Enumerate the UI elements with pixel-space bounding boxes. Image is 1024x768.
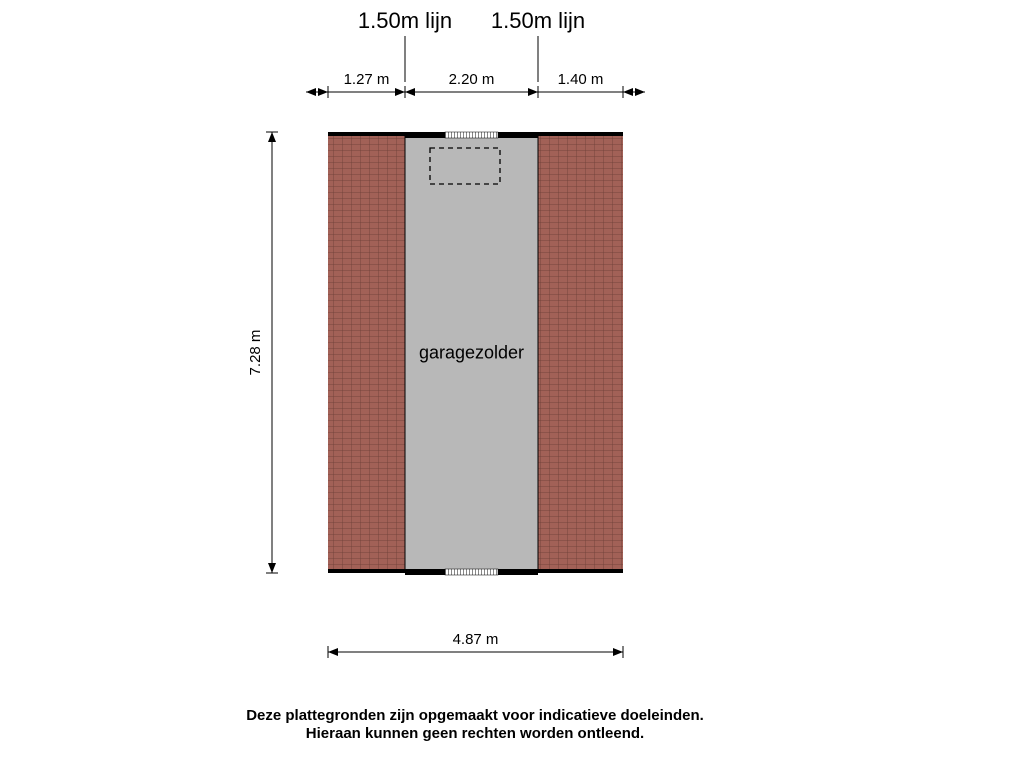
plan: garagezolder (328, 132, 623, 575)
dimension-label: 2.20 m (449, 71, 495, 88)
footer-line-2: Hieraan kunnen geen rechten worden ontle… (306, 725, 644, 742)
footer-line-1: Deze plattegronden zijn opgemaakt voor i… (246, 707, 704, 724)
footer: Deze plattegronden zijn opgemaakt voor i… (246, 707, 704, 742)
dimension-label: 7.28 m (247, 330, 264, 376)
dimension-label: 1.27 m (344, 71, 390, 88)
ridge-line-label: 1.50m lijn (358, 8, 452, 33)
dimension-label: 1.40 m (558, 71, 604, 88)
ridge-line-label: 1.50m lijn (491, 8, 585, 33)
roof-right (538, 136, 623, 569)
dimension-label: 4.87 m (453, 631, 499, 648)
room-label: garagezolder (419, 343, 524, 363)
floorplan-diagram: garagezolder 1.50m lijn 1.50m lijn 1.27 m 2… (0, 0, 1024, 768)
